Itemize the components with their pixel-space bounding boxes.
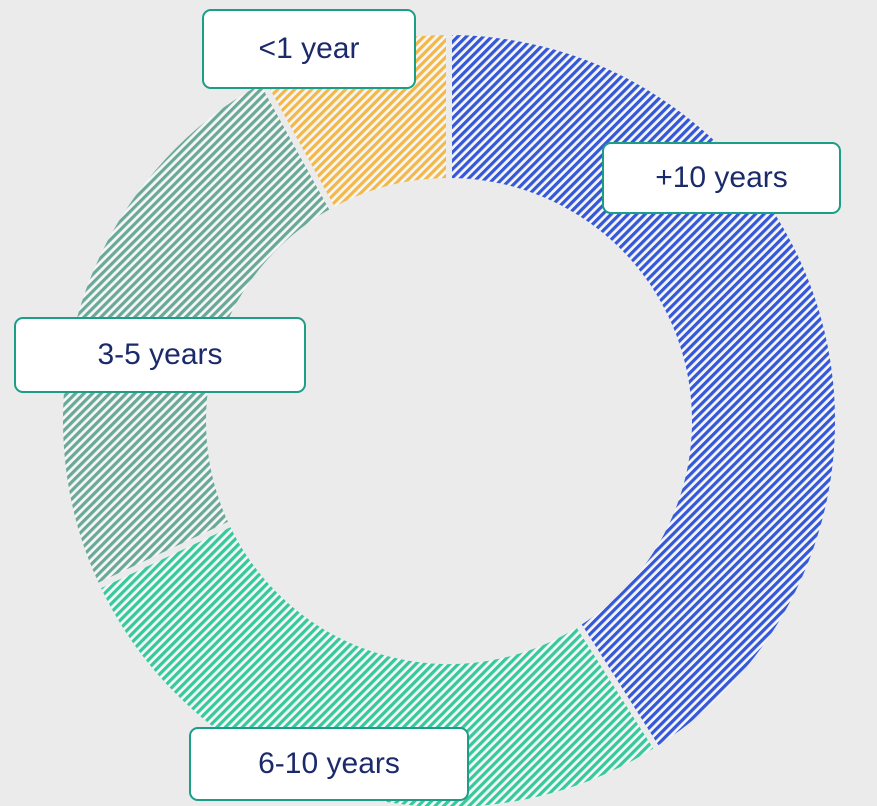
segment-label: 6-10 years bbox=[258, 747, 400, 780]
donut-segment bbox=[446, 28, 841, 754]
label-box bbox=[602, 142, 841, 214]
label-box bbox=[202, 9, 416, 89]
segment-label: +10 years bbox=[655, 161, 788, 194]
segment-label: <1 year bbox=[259, 32, 360, 65]
label-box bbox=[189, 727, 469, 801]
label-box bbox=[14, 317, 306, 393]
segment-label: 3-5 years bbox=[97, 338, 222, 371]
